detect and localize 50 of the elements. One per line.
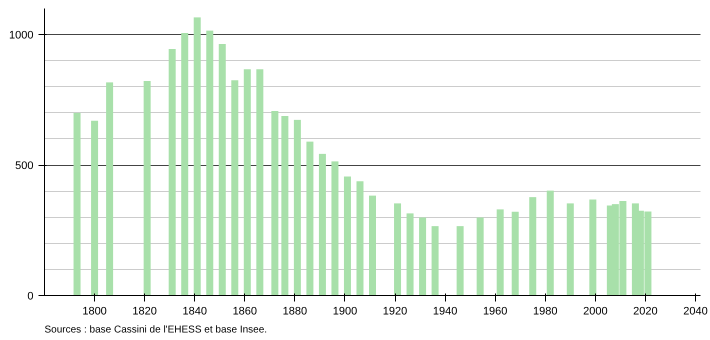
bar <box>306 142 314 296</box>
x-tick-label: 1840 <box>182 306 207 318</box>
x-tick-label: 1860 <box>232 306 258 318</box>
bar <box>74 112 81 296</box>
bar <box>419 217 426 296</box>
bar <box>529 197 536 296</box>
bar <box>456 226 464 296</box>
bar <box>168 48 176 296</box>
bar <box>566 203 574 296</box>
source-note: Sources : base Cassini de l'EHESS et base Insee. <box>44 324 268 336</box>
x-tick-label: 1900 <box>332 306 358 318</box>
x-tick-label: 1980 <box>533 306 558 318</box>
x-tick-label: 1820 <box>132 306 157 318</box>
bar <box>496 209 504 296</box>
bar <box>271 111 278 296</box>
x-tick-label: 2040 <box>683 306 708 318</box>
bar <box>331 161 338 296</box>
bar <box>512 212 519 296</box>
bar <box>106 82 114 296</box>
bar <box>432 226 439 296</box>
bar <box>406 213 414 296</box>
bar <box>218 44 226 296</box>
bar <box>294 120 301 296</box>
bar <box>256 69 264 296</box>
x-tick-label: 2000 <box>583 306 608 318</box>
bar <box>206 30 214 296</box>
bar <box>546 190 554 296</box>
bar <box>231 80 238 296</box>
y-tick-label: 500 <box>15 160 34 172</box>
y-tick-label: 1000 <box>9 30 34 42</box>
bar <box>344 176 351 296</box>
bar <box>589 199 596 296</box>
bar <box>476 217 484 296</box>
x-tick-label: 1880 <box>282 306 308 318</box>
x-tick-label: 1920 <box>382 306 408 318</box>
bar <box>244 69 251 296</box>
y-tick-label: 0 <box>27 290 34 302</box>
x-tick-label: 1960 <box>482 306 508 318</box>
bar <box>144 81 151 296</box>
bar <box>181 33 188 296</box>
x-tick-label: 2020 <box>633 306 658 318</box>
bar <box>91 120 98 296</box>
bar <box>281 116 288 296</box>
bar <box>194 17 201 296</box>
x-tick-label: 1940 <box>432 306 458 318</box>
bar <box>356 181 364 296</box>
bar <box>394 203 402 296</box>
bar <box>368 196 376 296</box>
x-tick-label: 1800 <box>82 306 107 318</box>
bar <box>318 154 326 296</box>
